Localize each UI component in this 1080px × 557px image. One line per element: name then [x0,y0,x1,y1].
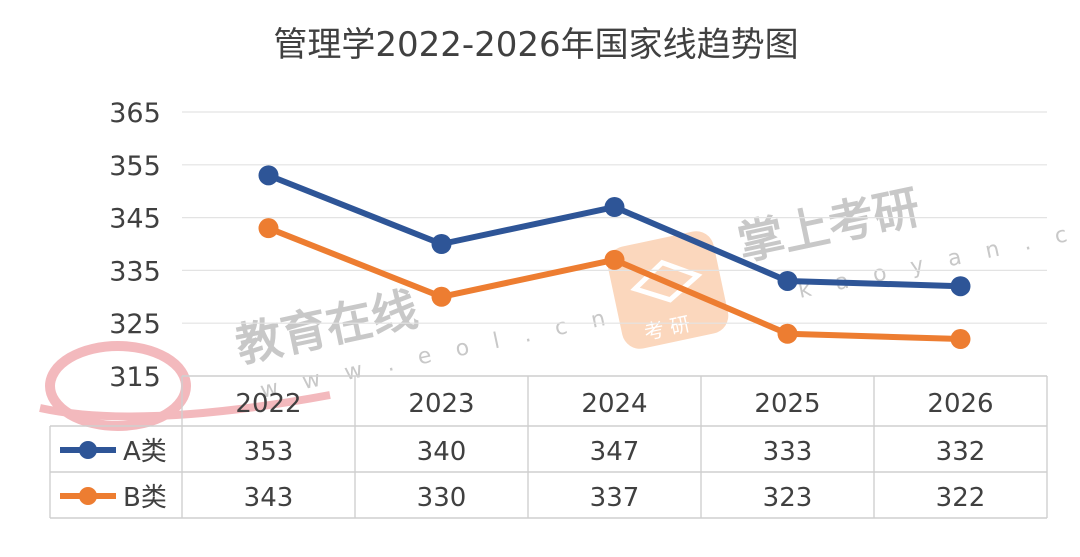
data-table: 2022 2023 2024 2025 2026 A类 353 340 347 333 332 B类 3… [49,375,1048,519]
data-table-value: 333 [763,437,813,467]
chart-title: 管理学2022-2026年国家线趋势图 [273,25,798,65]
data-table-value: 332 [936,437,986,467]
y-tick-label: 315 [109,362,161,393]
data-point [950,276,971,297]
data-point [950,329,971,350]
y-axis-ticks: 315 325 335 345 355 365 [109,98,161,393]
x-category-label: 2022 [235,389,301,419]
y-tick-label: 325 [109,309,161,340]
data-point [604,197,625,218]
kaoyan-logo: 考 研 [607,231,729,349]
data-point [258,218,279,239]
series-lines [258,165,971,350]
data-table-value: 323 [763,483,813,513]
y-tick-label: 335 [109,256,161,287]
x-category-label: 2025 [754,389,820,419]
data-table-value: 322 [936,483,986,513]
series-name: A类 [123,437,167,467]
data-point [604,249,625,270]
data-point [777,323,798,344]
data-table-value: 340 [417,437,467,467]
data-table-value: 343 [244,483,294,513]
data-table-value: 330 [417,483,467,513]
y-tick-label: 365 [109,98,161,129]
data-table-value: 337 [590,483,640,513]
series-name: B类 [123,483,167,513]
data-point [777,270,798,291]
data-point [258,165,279,186]
x-category-label: 2026 [927,389,993,419]
kaoyan-watermark-text: 掌上考研 [733,180,924,271]
y-tick-label: 355 [109,151,161,182]
legend-marker-key [79,487,97,505]
data-point [431,286,452,307]
data-table-value: 353 [244,437,294,467]
y-tick-label: 345 [109,204,161,235]
data-table-value: 347 [590,437,640,467]
x-category-label: 2024 [581,389,647,419]
legend-marker-key [79,441,97,459]
x-category-label: 2023 [408,389,474,419]
data-point [431,234,452,254]
